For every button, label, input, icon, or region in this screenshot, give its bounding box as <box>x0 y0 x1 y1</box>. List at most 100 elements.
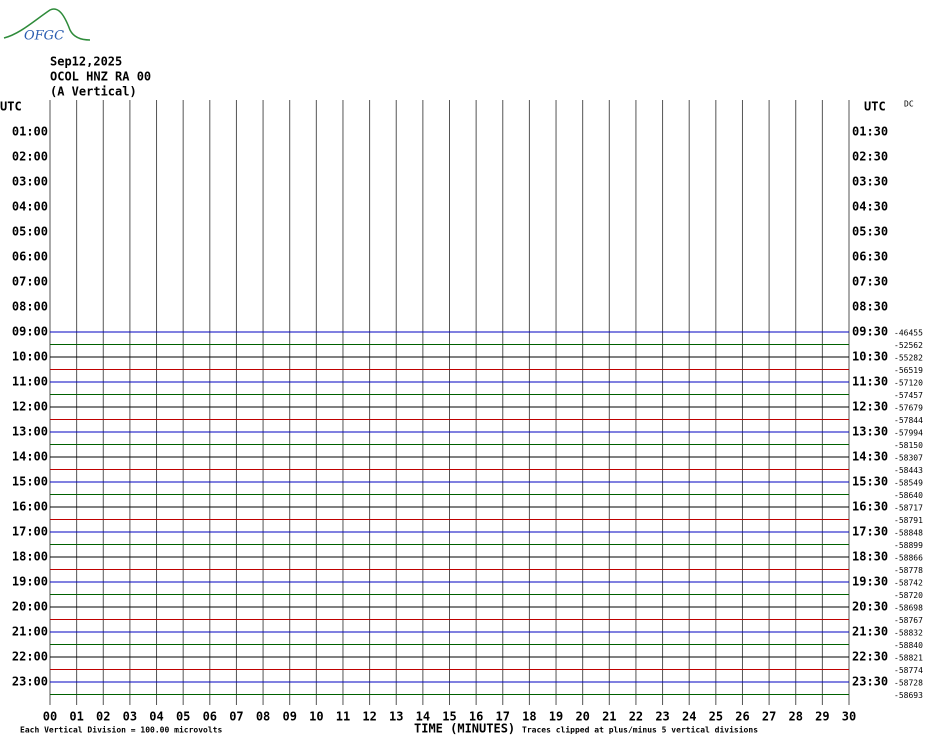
right-utc: UTC <box>864 100 886 114</box>
x-tick-label: 05 <box>176 710 190 724</box>
station: OCOL HNZ RA 00 <box>50 70 151 84</box>
dc-value: -58848 <box>894 529 923 538</box>
dc-value: -58717 <box>894 504 923 513</box>
dc-value: -58778 <box>894 566 923 575</box>
dc-value: -58150 <box>894 441 923 450</box>
hour-label: 05:30 <box>852 225 888 239</box>
x-tick-label: 28 <box>789 710 803 724</box>
component: (A Vertical) <box>50 85 137 99</box>
x-tick-label: 27 <box>762 710 776 724</box>
hour-label: 21:30 <box>852 625 888 639</box>
hour-label: 09:30 <box>852 325 888 339</box>
hour-label: 07:00 <box>12 275 48 289</box>
x-tick-label: 10 <box>309 710 323 724</box>
hour-label: 13:00 <box>12 425 48 439</box>
x-tick-label: 29 <box>815 710 829 724</box>
x-tick-label: 07 <box>229 710 243 724</box>
dc-value: -58742 <box>894 579 923 588</box>
hour-label: 02:30 <box>852 150 888 164</box>
hour-label: 20:30 <box>852 600 888 614</box>
hour-label: 17:00 <box>12 525 48 539</box>
x-tick-label: 02 <box>96 710 110 724</box>
hour-label: 03:30 <box>852 175 888 189</box>
dc-value: -58698 <box>894 604 923 613</box>
hour-label: 09:00 <box>12 325 48 339</box>
hour-label: 12:00 <box>12 400 48 414</box>
x-tick-label: 20 <box>575 710 589 724</box>
x-tick-label: 23 <box>655 710 669 724</box>
dc-value: -52562 <box>894 341 923 350</box>
dc-value: -57120 <box>894 379 923 388</box>
dc-value: -57679 <box>894 404 923 413</box>
dc-value: -58307 <box>894 454 923 463</box>
x-axis-title: TIME (MINUTES) <box>414 722 515 736</box>
x-tick-label: 06 <box>203 710 217 724</box>
hour-label: 03:00 <box>12 175 48 189</box>
x-tick-label: 08 <box>256 710 270 724</box>
hour-label: 14:30 <box>852 450 888 464</box>
dc-value: -58774 <box>894 666 923 675</box>
dc-value: -56519 <box>894 366 923 375</box>
x-tick-label: 17 <box>496 710 510 724</box>
x-tick-label: 14 <box>416 710 430 724</box>
hour-label: 23:30 <box>852 675 888 689</box>
hour-label: 02:00 <box>12 150 48 164</box>
x-tick-label: 09 <box>282 710 296 724</box>
dc-value: -46455 <box>894 329 923 338</box>
hour-label: 15:30 <box>852 475 888 489</box>
hour-label: 18:30 <box>852 550 888 564</box>
logo-mark <box>3 8 91 41</box>
hour-label: 17:30 <box>852 525 888 539</box>
left-utc: UTC <box>0 100 22 114</box>
hour-label: 14:00 <box>12 450 48 464</box>
dc-value: -57457 <box>894 391 923 400</box>
x-tick-label: 18 <box>522 710 536 724</box>
dc-value: -58791 <box>894 516 923 525</box>
date: Sep12,2025 <box>50 55 122 69</box>
hour-label: 19:30 <box>852 575 888 589</box>
x-tick-label: 11 <box>336 710 350 724</box>
hour-label: 19:00 <box>12 575 48 589</box>
hour-label: 22:30 <box>852 650 888 664</box>
x-tick-label: 00 <box>43 710 57 724</box>
dc-value: -57844 <box>894 416 923 425</box>
hour-label: 04:30 <box>852 200 888 214</box>
x-tick-label: 26 <box>735 710 749 724</box>
dc-value: -55282 <box>894 354 923 363</box>
dc-value: -58840 <box>894 641 923 650</box>
dc-value: -58693 <box>894 691 923 700</box>
x-tick-label: 22 <box>629 710 643 724</box>
x-tick-label: 03 <box>123 710 137 724</box>
hour-label: 07:30 <box>852 275 888 289</box>
hour-label: 22:00 <box>12 650 48 664</box>
x-tick-label: 21 <box>602 710 616 724</box>
x-tick-label: 24 <box>682 710 696 724</box>
hour-label: 15:00 <box>12 475 48 489</box>
hour-label: 06:30 <box>852 250 888 264</box>
x-tick-label: 12 <box>362 710 376 724</box>
dc-value: -58899 <box>894 541 923 550</box>
hour-label: 16:30 <box>852 500 888 514</box>
hour-label: 10:30 <box>852 350 888 364</box>
dc-value: -58866 <box>894 554 923 563</box>
hour-label: 11:30 <box>852 375 888 389</box>
dc-value: -58640 <box>894 491 923 500</box>
x-tick-label: 16 <box>469 710 483 724</box>
x-tick-label: 30 <box>842 710 856 724</box>
dc-value: -58832 <box>894 629 923 638</box>
scale-note: Each Vertical Division = 100.00 microvol… <box>20 725 222 735</box>
dc-value: -58443 <box>894 466 923 475</box>
x-tick-label: 25 <box>709 710 723 724</box>
logo-text: OFGC <box>24 29 64 44</box>
hour-label: 16:00 <box>12 500 48 514</box>
hour-label: 21:00 <box>12 625 48 639</box>
hour-label: 04:00 <box>12 200 48 214</box>
x-tick-label: 04 <box>149 710 163 724</box>
dc-value: -57994 <box>894 429 923 438</box>
dc-value: -58720 <box>894 591 923 600</box>
hour-label: 12:30 <box>852 400 888 414</box>
hour-label: 11:00 <box>12 375 48 389</box>
hour-label: 13:30 <box>852 425 888 439</box>
x-tick-label: 13 <box>389 710 403 724</box>
